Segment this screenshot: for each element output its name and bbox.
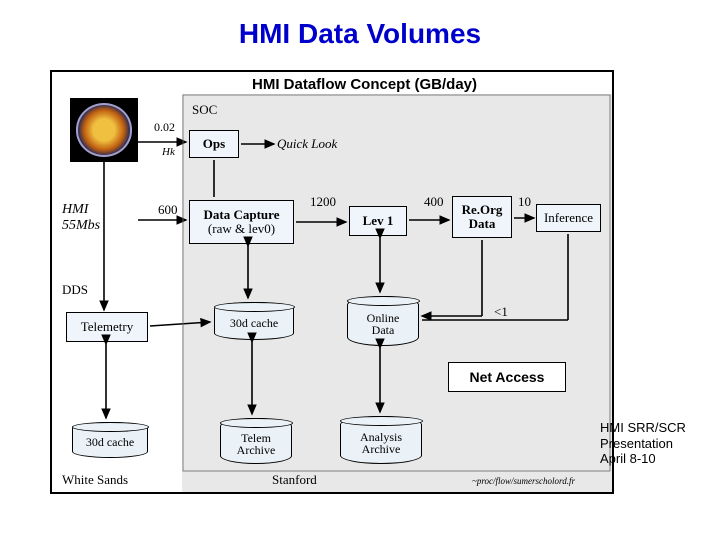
cache-label-2: 30d cache bbox=[86, 435, 134, 450]
cache-cyl-2: 30d cache bbox=[72, 422, 148, 458]
caption-line-2: Presentation bbox=[600, 436, 673, 451]
hk-label: Hk bbox=[162, 146, 175, 158]
online-lt-label: <1 bbox=[494, 304, 508, 320]
analysis-archive-cyl: Analysis Archive bbox=[340, 416, 422, 464]
hmi-label: HMI bbox=[62, 202, 88, 218]
net-access-box: Net Access bbox=[448, 362, 566, 392]
online-data-cyl: Online Data bbox=[347, 296, 419, 346]
data-capture-sub: (raw & lev0) bbox=[208, 222, 275, 236]
lev1-box: Lev 1 bbox=[349, 206, 407, 236]
sdo-logo bbox=[70, 98, 138, 162]
cache-label-1: 30d cache bbox=[230, 316, 278, 331]
ops-box: Ops bbox=[189, 130, 239, 158]
hmi-rate-label: 55Mbs bbox=[62, 218, 100, 234]
telemetry-box: Telemetry bbox=[66, 312, 148, 342]
hk-value: 0.02 bbox=[154, 120, 175, 135]
telem-archive-label-2: Archive bbox=[237, 444, 276, 456]
analysis-archive-label-2: Archive bbox=[362, 443, 401, 455]
page-title: HMI Data Volumes bbox=[0, 18, 720, 50]
reorg-value: 400 bbox=[424, 194, 444, 210]
dds-label: DDS bbox=[62, 282, 88, 298]
lev1-value: 1200 bbox=[310, 194, 336, 210]
caption-line-3: April 8-10 bbox=[600, 451, 656, 466]
stanford-label: Stanford bbox=[272, 472, 317, 488]
diagram-frame: HMI Dataflow Concept (GB/day) SOC HMI 55… bbox=[50, 70, 614, 494]
capture-value: 600 bbox=[158, 202, 178, 218]
soc-label: SOC bbox=[192, 102, 217, 118]
caption-line-1: HMI SRR/SCR bbox=[600, 420, 686, 435]
telem-archive-cyl: Telem Archive bbox=[220, 418, 292, 464]
quick-look-label: Quick Look bbox=[277, 136, 337, 152]
data-capture-box: Data Capture (raw & lev0) bbox=[189, 200, 294, 244]
inference-box: Inference bbox=[536, 204, 601, 232]
diagram-title: HMI Dataflow Concept (GB/day) bbox=[252, 76, 477, 93]
reorg-box: Re.Org Data bbox=[452, 196, 512, 238]
inference-value: 10 bbox=[518, 194, 531, 210]
cache-cyl-1: 30d cache bbox=[214, 302, 294, 340]
credits-label: ~proc/flow/sumerscholord.fr bbox=[472, 476, 575, 486]
caption: HMI SRR/SCR Presentation April 8-10 bbox=[600, 420, 710, 467]
data-capture-label: Data Capture bbox=[204, 208, 280, 222]
reorg-label: Re.Org bbox=[462, 203, 503, 217]
online-data-label-2: Data bbox=[372, 324, 395, 336]
white-sands-label: White Sands bbox=[62, 472, 128, 488]
reorg-sub: Data bbox=[469, 217, 496, 231]
